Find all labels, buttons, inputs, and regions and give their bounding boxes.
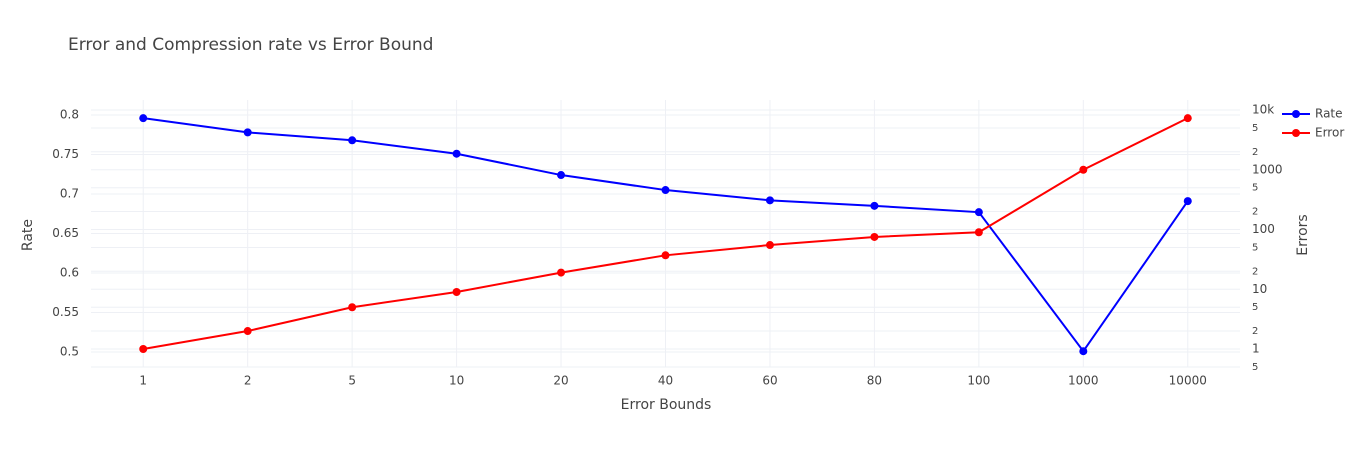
point (452, 149, 461, 158)
y-tick-label: 0.6 (60, 265, 79, 279)
y2-tick-label: 5 (1252, 302, 1258, 313)
y-axis-title: Rate (20, 219, 36, 251)
point (557, 268, 566, 277)
legend-marker (1292, 129, 1300, 137)
point (765, 196, 774, 205)
point (243, 128, 252, 137)
point (1183, 114, 1192, 123)
point (1079, 347, 1088, 356)
point (1079, 165, 1088, 174)
point (661, 186, 670, 195)
legend-label: Rate (1315, 107, 1343, 121)
point (1183, 197, 1192, 206)
x-tick-label: 10000 (1169, 374, 1207, 388)
point (452, 287, 461, 296)
y2-tick-label: 10 (1252, 282, 1267, 296)
y-tick-label: 0.75 (52, 147, 79, 161)
point (557, 171, 566, 180)
point (139, 114, 148, 123)
y2-tick-label: 2 (1252, 147, 1258, 158)
y2-tick-label: 5 (1252, 183, 1258, 194)
x-tick-label: 40 (658, 374, 673, 388)
chart-title: Error and Compression rate vs Error Boun… (68, 35, 433, 55)
legend-marker (1292, 110, 1300, 118)
x-tick-label: 20 (553, 374, 568, 388)
y-tick-label: 0.65 (52, 226, 79, 240)
x-tick-label: 100 (967, 374, 990, 388)
y2-axis-title: Errors (1295, 214, 1311, 255)
point (974, 208, 983, 217)
x-tick-label: 1 (139, 374, 147, 388)
x-tick-label: 10 (449, 374, 464, 388)
y-tick-label: 0.55 (52, 305, 79, 319)
x-tick-label: 2 (244, 374, 252, 388)
y-tick-label: 0.5 (60, 344, 79, 358)
y2-tick-label: 1000 (1252, 162, 1283, 176)
y2-tick-label: 5 (1252, 362, 1258, 373)
y2-tick-label: 2 (1252, 207, 1258, 218)
point (661, 251, 670, 260)
y2-tick-label: 10k (1252, 102, 1274, 116)
point (974, 228, 983, 237)
point (348, 136, 357, 145)
point (139, 345, 148, 354)
y-tick-label: 0.8 (60, 108, 79, 122)
x-tick-label: 1000 (1068, 374, 1099, 388)
point (870, 232, 879, 241)
point (243, 327, 252, 336)
y2-tick-label: 5 (1252, 242, 1258, 253)
x-axis-title: Error Bounds (621, 397, 712, 413)
y2-tick-label: 2 (1252, 266, 1258, 277)
x-tick-label: 60 (762, 374, 777, 388)
x-tick-label: 5 (348, 374, 356, 388)
y2-tick-label: 1 (1252, 342, 1260, 356)
y2-tick-label: 2 (1252, 326, 1258, 337)
y-tick-label: 0.7 (60, 187, 79, 201)
point (870, 201, 879, 210)
y2-tick-label: 5 (1252, 123, 1258, 134)
point (348, 303, 357, 312)
point (765, 241, 774, 250)
legend-label: Error (1315, 126, 1344, 140)
x-tick-label: 80 (867, 374, 882, 388)
y2-tick-label: 100 (1252, 222, 1275, 236)
